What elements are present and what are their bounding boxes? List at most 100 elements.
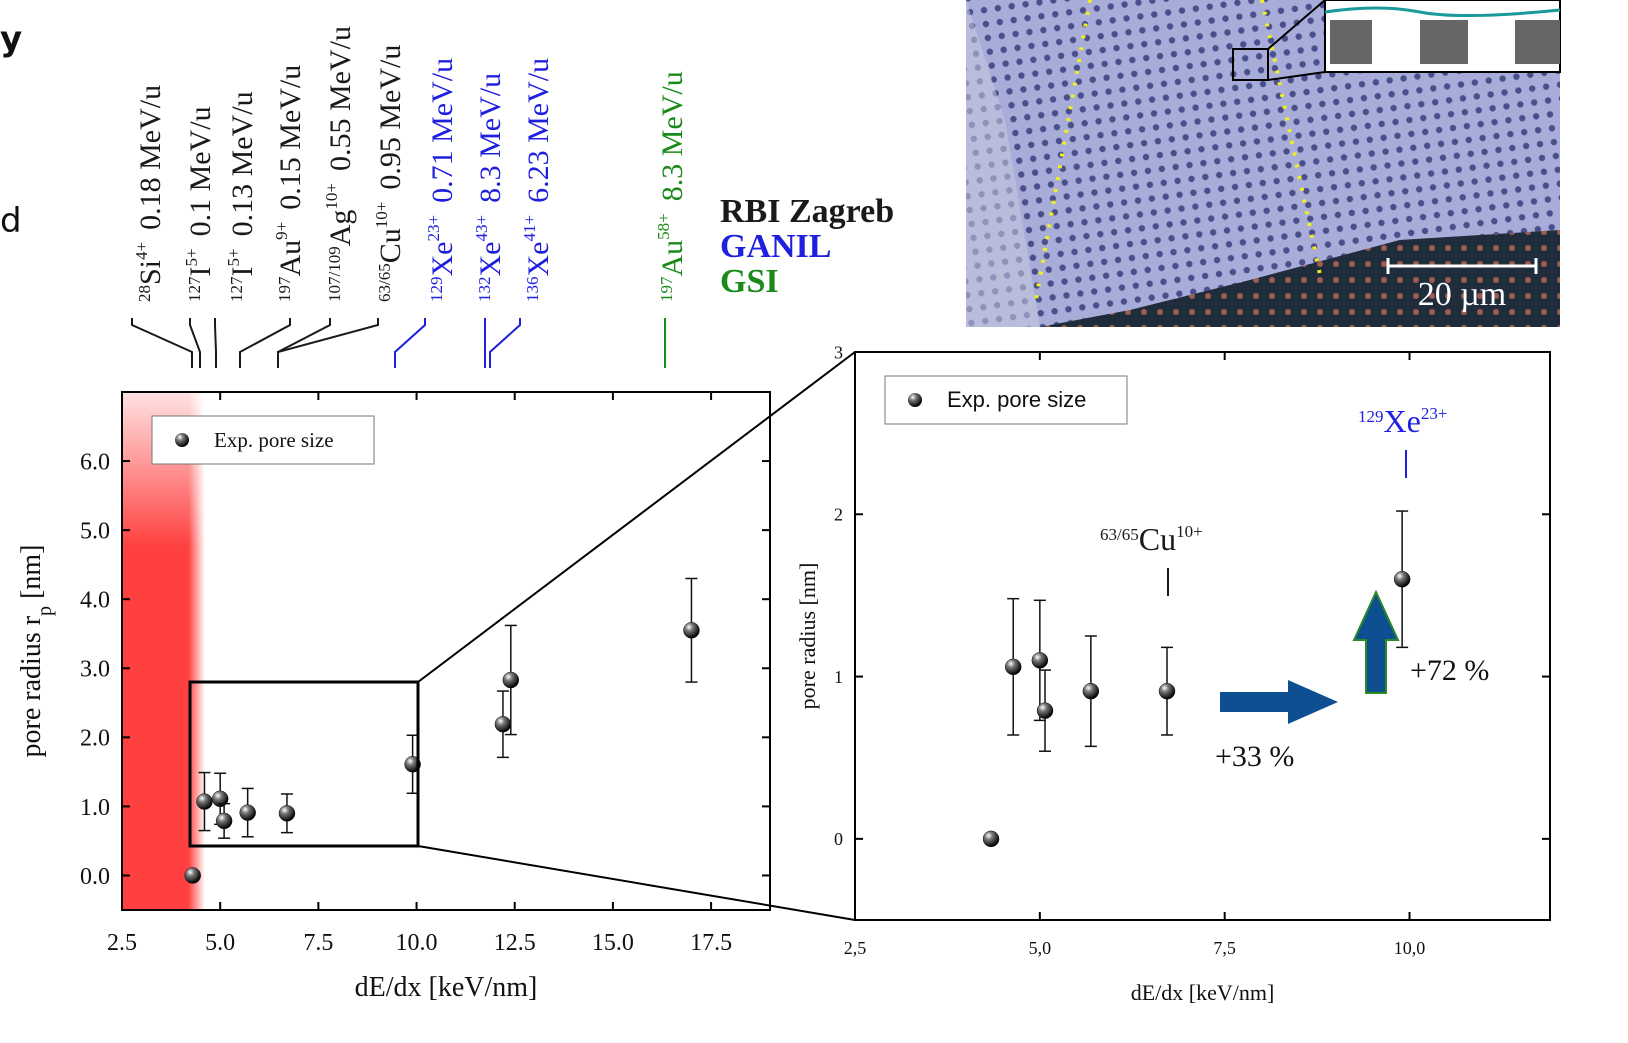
ion-label: 63/65Cu10+ — [1100, 521, 1203, 557]
ion-energy: 6.23 MeV/u — [522, 58, 555, 203]
legend-label: Exp. pore size — [214, 428, 334, 452]
data-point — [1158, 682, 1176, 700]
ion-charge: 9+ — [272, 222, 291, 240]
ion-leader — [277, 318, 331, 368]
y-tick-label: 0.0 — [80, 864, 110, 890]
ion-element: I — [184, 267, 217, 277]
ion-label: 197Au9+ 0.15 MeV/u — [272, 65, 307, 302]
ion-mass: 63/65 — [375, 263, 394, 302]
x-tick-label: 15.0 — [592, 930, 634, 956]
facility: GANIL — [720, 228, 831, 265]
facility: RBI Zagreb — [720, 193, 894, 230]
ion-energy: 0.15 MeV/u — [274, 65, 307, 210]
ion-charge: 23+ — [1421, 404, 1448, 423]
y-axis-label-part: pore radius r — [16, 615, 47, 757]
y-tick-label: 2 — [834, 505, 843, 525]
ion-mass: 127 — [185, 276, 204, 302]
ion-mass: 129 — [1358, 407, 1384, 426]
ion-leader — [189, 318, 201, 368]
ion-mass: 127 — [227, 276, 246, 302]
x-tick-label: 5,0 — [1029, 938, 1052, 958]
ion-element: Au — [274, 240, 307, 277]
facility: GSI — [720, 263, 779, 300]
ion-energy: 8.3 MeV/u — [656, 71, 689, 201]
ion-element: Si — [134, 260, 167, 285]
ion-label: 129Xe23+ 0.71 MeV/u — [424, 58, 459, 302]
ion-energy: 0.71 MeV/u — [426, 58, 459, 203]
ion-label: 63/65Cu10+ 0.95 MeV/u — [372, 45, 407, 302]
change-arrows — [1220, 589, 1400, 724]
ion-mass: 107/109 — [325, 246, 344, 302]
ion-leader — [394, 318, 426, 368]
ion-mass: 28 — [135, 285, 154, 302]
legend-marker — [908, 393, 922, 407]
y-tick-label: 0 — [834, 829, 843, 849]
ion-element: Cu — [1139, 521, 1176, 557]
ion-charge: 5+ — [224, 248, 243, 266]
data-point — [1036, 702, 1054, 719]
data-point — [239, 804, 256, 821]
ion-leader — [214, 318, 217, 368]
scale-bar-label: 20 µm — [1418, 276, 1507, 313]
ion-energy: 0.95 MeV/u — [374, 45, 407, 190]
cut-text: y — [0, 19, 22, 59]
data-point — [1031, 652, 1049, 669]
ion-label: 127I5+ 0.13 MeV/u — [224, 91, 259, 302]
ion-element: Ag — [324, 210, 357, 247]
ion-mass: 63/65 — [1100, 525, 1139, 544]
x-tick-label: 10,0 — [1394, 938, 1426, 958]
y-tick-label: 4.0 — [80, 588, 110, 614]
y-tick-label: 1.0 — [80, 795, 110, 821]
legend-marker — [175, 433, 189, 447]
legend-label: Exp. pore size — [947, 387, 1086, 412]
y-tick-label: 3 — [834, 342, 843, 362]
data-point — [184, 867, 201, 884]
y-axis-label-part: p — [34, 606, 56, 616]
y-axis-label: pore radius rp [nm] — [16, 545, 56, 758]
ion-charge: 41+ — [520, 215, 539, 242]
y-tick-label: 5.0 — [80, 519, 110, 545]
ion-element: Xe — [426, 242, 459, 277]
ion-label: 129Xe23+ — [1358, 403, 1447, 439]
x-tick-label: 17.5 — [690, 930, 732, 956]
ion-label: 132Xe43+ 8.3 MeV/u — [472, 73, 507, 302]
ion-mass: 129 — [427, 277, 446, 303]
ion-charge: 4+ — [132, 242, 151, 260]
plots: 2.5 5.0 7.5 10.0 12.5 15.0 17.50.01.02.03.04.0… — [16, 342, 1551, 1005]
ion-element: Au — [656, 240, 689, 277]
y-tick-label: 2.0 — [80, 726, 110, 752]
data-point — [502, 671, 520, 689]
x-tick-label: 12.5 — [494, 930, 536, 956]
ion-energy: 0.18 MeV/u — [134, 85, 167, 230]
x-tick-label: 2.5 — [107, 930, 137, 956]
ion-element: Xe — [522, 242, 555, 277]
zoom-indicator — [188, 351, 856, 921]
data-point — [683, 622, 700, 639]
y-tick-label: 6.0 — [80, 449, 110, 475]
data-point — [982, 830, 1000, 848]
y-tick-label: 3.0 — [80, 657, 110, 683]
ion-mass: 136 — [523, 277, 542, 303]
data-point — [278, 805, 296, 822]
data-point — [211, 790, 229, 808]
micrograph: 20 µm — [966, 0, 1561, 327]
ion-label: 28Si4+ 0.18 MeV/u — [132, 85, 167, 302]
ion-energy: 0.13 MeV/u — [226, 91, 259, 236]
data-point — [1004, 658, 1022, 676]
x-tick-label: 7.5 — [303, 930, 333, 956]
ion-label: 107/109Ag10+ 0.55 MeV/u — [322, 26, 357, 302]
x-tick-label: 5.0 — [205, 930, 235, 956]
cut-text: d — [0, 201, 22, 241]
ion-element: Cu — [374, 228, 407, 263]
ion-label: 127I5+ 0.1 MeV/u — [182, 106, 217, 302]
ion-leader — [277, 318, 379, 368]
ion-energy: 0.55 MeV/u — [324, 26, 357, 171]
y-tick-label: 1 — [834, 667, 843, 687]
ion-charge: 10+ — [372, 202, 391, 229]
ion-leader — [131, 318, 193, 368]
x-tick-label: 7,5 — [1213, 938, 1236, 958]
ion-mass: 197 — [275, 276, 294, 302]
